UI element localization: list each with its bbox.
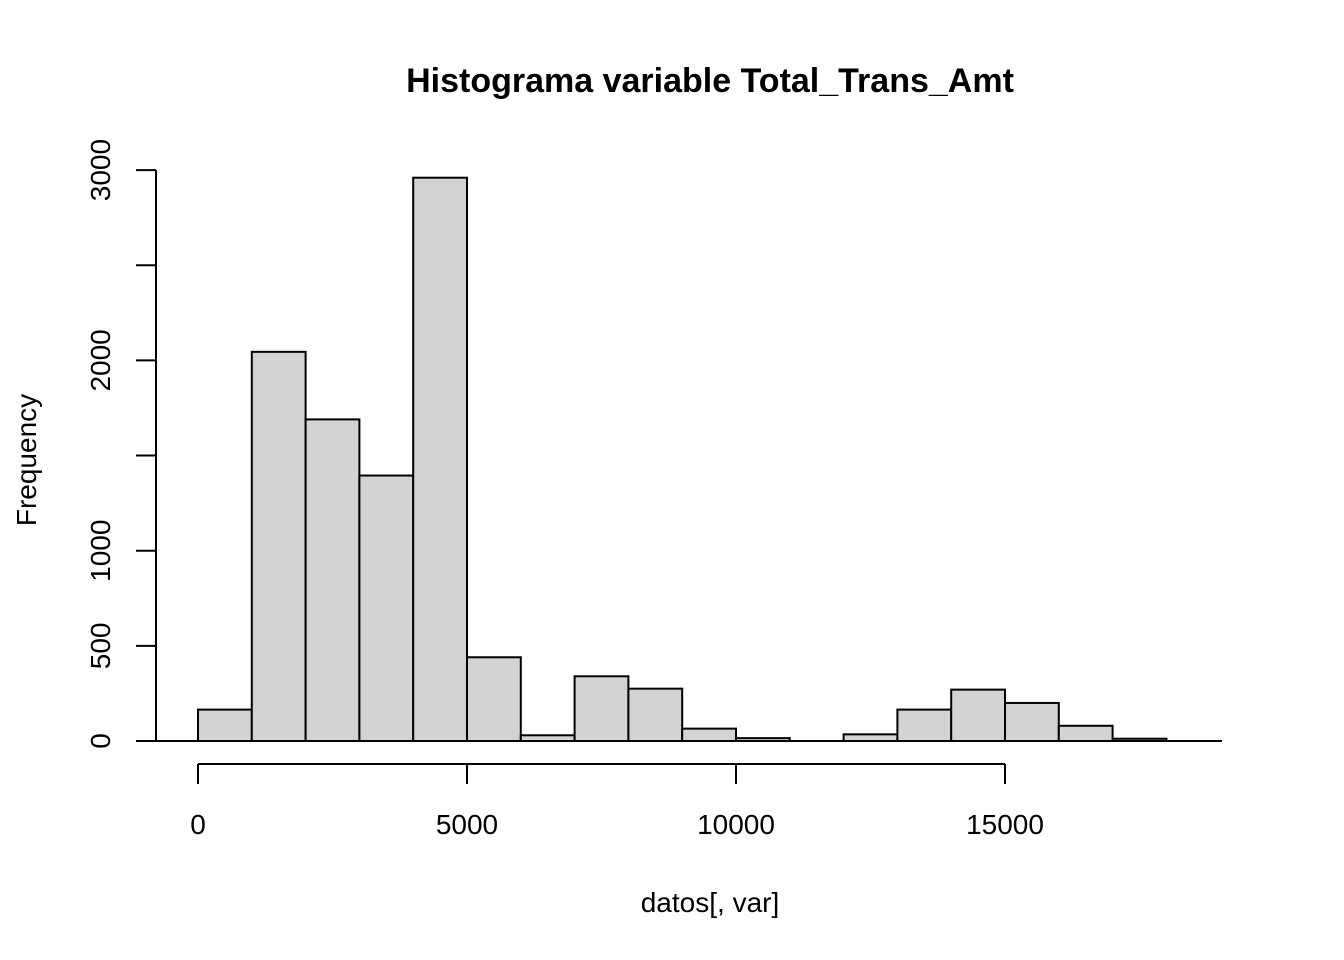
x-tick-label: 15000 (966, 809, 1044, 840)
x-tick-label: 0 (190, 809, 206, 840)
histogram-bar (627, 687, 684, 742)
y-axis: 0 500 1000 2000 3000 (85, 139, 157, 749)
x-tick-label: 5000 (436, 809, 498, 840)
chart-title: Histograma variable Total_Trans_Amt (406, 62, 1014, 100)
y-tick-label: 3000 (85, 139, 116, 201)
y-tick-label: 2000 (85, 329, 116, 391)
y-tick-label: 1000 (85, 520, 116, 582)
x-tick-label: 10000 (697, 809, 775, 840)
histogram-bar (681, 727, 738, 742)
histogram-bar (197, 708, 253, 743)
histogram-bar (304, 418, 361, 742)
y-axis-label: Frequency (11, 394, 42, 526)
histogram-bar (466, 656, 522, 743)
histogram-bar (250, 350, 307, 742)
x-axis: 0 5000 10000 15000 (190, 763, 1044, 840)
histogram-bar (896, 708, 953, 743)
histogram-bar (950, 688, 1007, 743)
y-tick-label: 0 (85, 733, 116, 749)
x-axis-label: datos[, var] (641, 887, 780, 918)
histogram-bar (573, 675, 630, 742)
histogram-bar (1004, 701, 1060, 743)
histogram-bar (358, 474, 415, 742)
y-tick-label: 500 (85, 622, 116, 669)
histogram-bar (412, 176, 469, 743)
histogram-bar (1057, 724, 1114, 743)
bars-group (197, 176, 1168, 743)
